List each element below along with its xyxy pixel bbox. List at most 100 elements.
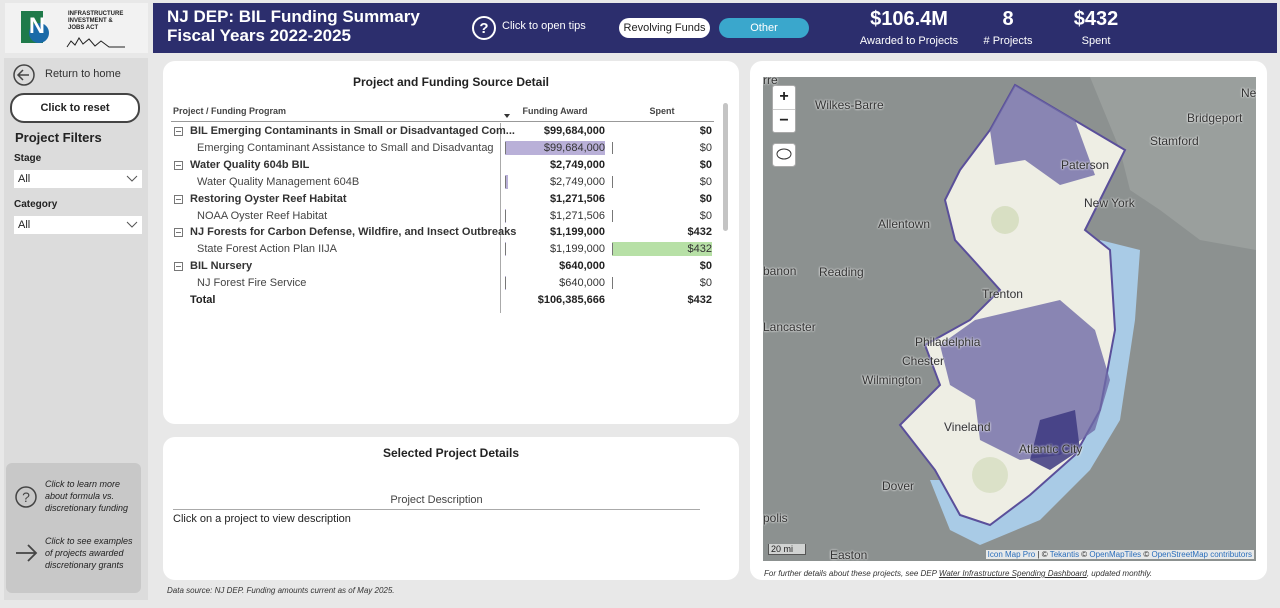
kpi: 8 # Projects bbox=[948, 8, 1068, 47]
filter-label: Category bbox=[14, 199, 58, 210]
zoom-in[interactable]: + bbox=[773, 86, 795, 110]
help-text[interactable]: Click to see examples of projects awarde… bbox=[45, 536, 133, 570]
spent-bar-axis bbox=[612, 277, 613, 290]
collapse-icon bbox=[174, 194, 183, 204]
sort-arrow bbox=[504, 114, 510, 118]
map-note: For further details about these projects… bbox=[764, 569, 1152, 578]
map-panel: + − 20 mi Icon Map Pro | © Tekantis © Op… bbox=[750, 61, 1267, 580]
scrollbar[interactable] bbox=[723, 103, 728, 231]
collapse-icon bbox=[174, 228, 183, 238]
attribution-sep: | © bbox=[1035, 550, 1050, 559]
collapse-minus bbox=[176, 164, 181, 166]
title-line: Fiscal Years 2022-2025 bbox=[167, 26, 352, 45]
column-header: Spent bbox=[649, 106, 675, 116]
attribution-sep: © bbox=[1079, 550, 1090, 559]
place-label: polis bbox=[763, 511, 788, 525]
dropdown-value: All bbox=[18, 173, 31, 185]
attribution-link[interactable]: OpenStreetMap contributors bbox=[1151, 550, 1253, 559]
map-note-text: For further details about these projects… bbox=[764, 569, 939, 578]
group-award: $99,684,000 bbox=[543, 125, 605, 137]
help-box: ? Click to learn more about formula vs. … bbox=[6, 463, 141, 593]
zoom-out[interactable]: − bbox=[779, 112, 789, 129]
logo[interactable]: N INFRASTRUCTURE INVESTMENT & JOBS ACT bbox=[5, 3, 148, 53]
category-dropdown[interactable]: All bbox=[14, 216, 142, 234]
place-label: Easton bbox=[830, 548, 868, 561]
child-name: Emerging Contaminant Assistance to Small… bbox=[197, 141, 493, 154]
attribution-link[interactable]: OpenMapTiles bbox=[1089, 550, 1142, 559]
child-name: NOAA Oyster Reef Habitat bbox=[197, 209, 328, 222]
chevron bbox=[126, 221, 138, 228]
collapse-minus bbox=[176, 198, 181, 200]
map-graphic bbox=[898, 77, 1256, 545]
kpi-value: $432 bbox=[1073, 8, 1119, 30]
award-bar-axis bbox=[505, 141, 506, 154]
map-scale: 20 mi bbox=[768, 544, 807, 555]
table-title: Project and Funding Source Detail bbox=[352, 75, 550, 89]
logo-line: INVESTMENT & bbox=[68, 18, 113, 24]
kpi: $432 Spent bbox=[1036, 8, 1156, 47]
collapse-icon bbox=[174, 262, 183, 272]
other-button[interactable]: Other bbox=[719, 18, 809, 38]
collapse-minus bbox=[176, 131, 181, 132]
zoom-control: + − bbox=[772, 85, 796, 133]
award-bar-axis bbox=[505, 277, 506, 290]
place-label: Chester bbox=[902, 354, 945, 368]
child-spent: $0 bbox=[699, 141, 712, 154]
dashboard-link[interactable]: Water Infrastructure Spending Dashboard bbox=[938, 569, 1087, 578]
revolving-funds-button[interactable]: Revolving Funds bbox=[619, 18, 710, 38]
tips-text[interactable]: Click to open tips bbox=[502, 20, 586, 32]
place-label: Philadelphia bbox=[915, 335, 981, 349]
child-award: $1,199,000 bbox=[549, 243, 605, 256]
collapse-minus bbox=[176, 266, 181, 268]
place-label: Reading bbox=[819, 265, 864, 279]
lasso-button[interactable] bbox=[772, 143, 796, 167]
group-spent: $0 bbox=[699, 125, 712, 137]
place-label: Wilkes-Barre bbox=[815, 98, 884, 112]
place-label: Paterson bbox=[1061, 158, 1110, 172]
group-award: $2,749,000 bbox=[549, 158, 605, 171]
child-spent: $0 bbox=[699, 209, 712, 222]
logo-line: INFRASTRUCTURE bbox=[68, 11, 124, 17]
place-label: Stamford bbox=[1150, 134, 1199, 148]
reset-button[interactable]: Click to reset bbox=[10, 93, 140, 123]
help-text[interactable]: Click to learn more about formula vs. di… bbox=[45, 479, 129, 513]
header: NJ DEP: BIL Funding Summary Fiscal Years… bbox=[153, 3, 1277, 53]
map-note-text: , updated monthly. bbox=[1086, 569, 1153, 578]
logo-text: INFRASTRUCTURE INVESTMENT & JOBS ACT bbox=[68, 11, 123, 32]
column-header: Project / Funding Program bbox=[173, 106, 287, 116]
award-bar-axis bbox=[505, 209, 506, 222]
home-link[interactable]: Return to home bbox=[45, 68, 121, 80]
group-spent: $0 bbox=[699, 260, 712, 273]
collapse-icon bbox=[174, 160, 183, 170]
attribution-link[interactable]: Icon Map Pro bbox=[987, 550, 1036, 559]
place-label: Vineland bbox=[944, 420, 991, 434]
footer: Data source: NJ DEP. Funding amounts cur… bbox=[167, 586, 395, 595]
back-icon[interactable] bbox=[12, 63, 36, 87]
collapse-icon bbox=[174, 127, 183, 136]
map[interactable]: + − 20 mi Icon Map Pro | © Tekantis © Op… bbox=[763, 77, 1256, 561]
kpi-value: 8 bbox=[1002, 8, 1014, 30]
logo-mark: N bbox=[21, 11, 125, 48]
attribution-link[interactable]: Tekantis bbox=[1049, 550, 1080, 559]
details-panel: Selected Project Details Project Descrip… bbox=[163, 437, 739, 580]
place-label: Dover bbox=[882, 479, 915, 493]
help-icon[interactable]: ? bbox=[14, 485, 38, 509]
group-spent: $0 bbox=[699, 158, 712, 171]
group-name: NJ Forests for Carbon Defense, Wildfire,… bbox=[190, 226, 517, 239]
child-name: Water Quality Management 604B bbox=[197, 175, 360, 188]
award-bar bbox=[505, 140, 605, 155]
place-label: banon bbox=[763, 264, 797, 278]
kpi-label: Spent bbox=[1081, 35, 1111, 47]
total-spent: $432 bbox=[687, 294, 712, 306]
svg-text:?: ? bbox=[479, 20, 488, 37]
group-spent: $0 bbox=[699, 192, 712, 205]
details-title: Selected Project Details bbox=[382, 446, 520, 460]
spent-bar-axis bbox=[612, 141, 613, 154]
attribution: Icon Map Pro | © Tekantis © OpenMapTiles… bbox=[985, 550, 1254, 559]
group-name: BIL Emerging Contaminants in Small or Di… bbox=[190, 125, 515, 137]
place-label: rre bbox=[763, 77, 778, 87]
arrow-icon[interactable] bbox=[14, 541, 40, 565]
tips-icon[interactable]: ? bbox=[471, 15, 497, 41]
place-label: Allentown bbox=[878, 217, 931, 231]
stage-dropdown[interactable]: All bbox=[14, 170, 142, 188]
